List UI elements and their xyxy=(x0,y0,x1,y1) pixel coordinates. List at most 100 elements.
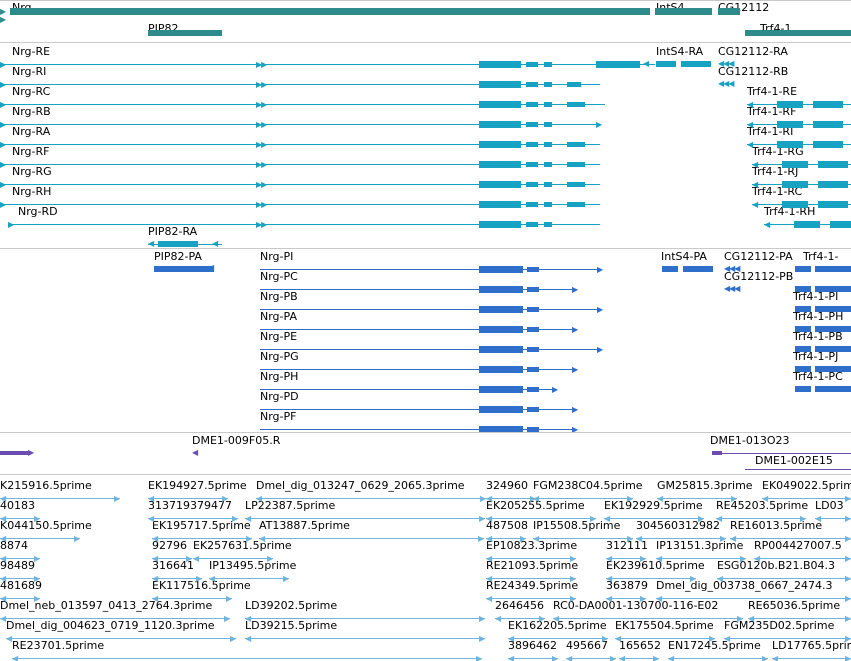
cds-label[interactable]: Nrg-PH xyxy=(260,370,299,383)
cds-label[interactable]: CG12112-PB xyxy=(724,270,794,283)
est-label[interactable]: Dmel_dig_004623_0719_1120.3prime xyxy=(6,619,215,632)
transcript-label[interactable]: Trf4-1-RJ xyxy=(752,165,799,178)
transcript-label[interactable]: Trf4-1-RF xyxy=(747,105,797,118)
est-label[interactable]: 8874 xyxy=(0,539,28,552)
est-label[interactable]: Dmel_neb_013597_0413_2764.3prime xyxy=(0,599,213,612)
est-label[interactable]: 313719379477 xyxy=(148,499,232,512)
est-label[interactable]: LD39215.5prime xyxy=(245,619,338,632)
transcript-label[interactable]: Nrg-RE xyxy=(12,45,51,58)
est-label[interactable]: 324960 xyxy=(486,479,528,492)
est-label[interactable]: LD39202.5prime xyxy=(245,599,338,612)
est-label[interactable]: 165652 xyxy=(619,639,661,652)
est-label[interactable]: 304560312982 xyxy=(636,519,720,532)
transcript-label[interactable]: Nrg-RH xyxy=(12,185,52,198)
cds-label[interactable]: Trf4-1- xyxy=(803,250,839,263)
est-label[interactable]: LP22387.5prime xyxy=(245,499,336,512)
cds-label[interactable]: IntS4-PA xyxy=(661,250,707,263)
transcript-label[interactable]: Nrg-RC xyxy=(12,85,51,98)
cds-label[interactable]: Nrg-PG xyxy=(260,350,299,363)
est-label[interactable]: LD03 xyxy=(815,499,844,512)
transcript-label[interactable]: Nrg-RD xyxy=(18,205,58,218)
est-label[interactable]: K044150.5prime xyxy=(0,519,92,532)
transcript-label[interactable]: Nrg-RF xyxy=(12,145,50,158)
est-label[interactable]: IP13495.5prime xyxy=(209,559,297,572)
est-label[interactable]: FGM235D02.5prime xyxy=(724,619,835,632)
est-label[interactable]: EK194927.5prime xyxy=(148,479,247,492)
est-label[interactable]: EN17245.5prime xyxy=(668,639,761,652)
est-label[interactable]: RE45203.5prime xyxy=(716,499,809,512)
est-label[interactable]: 487508 xyxy=(486,519,528,532)
est-label[interactable]: RE21093.5prime xyxy=(486,559,579,572)
est-label[interactable]: EK205255.5prime xyxy=(486,499,585,512)
est-label[interactable]: EK195717.5prime xyxy=(152,519,251,532)
est-line xyxy=(0,578,40,579)
est-label[interactable]: Dmel_dig_013247_0629_2065.3prime xyxy=(256,479,465,492)
est-label[interactable]: IP13151.3prime xyxy=(656,539,744,552)
cds-label[interactable]: Nrg-PA xyxy=(260,310,297,323)
est-label[interactable]: 98489 xyxy=(0,559,35,572)
est-label[interactable]: 92796 xyxy=(152,539,187,552)
transcript-label[interactable]: Trf4-1-RC xyxy=(752,185,803,198)
est-label[interactable]: RE23701.5prime xyxy=(12,639,105,652)
transcript-label[interactable]: Trf4-1-RG xyxy=(752,145,804,158)
transposon-label[interactable]: DME1-002E15 xyxy=(755,454,833,467)
est-label[interactable]: RE24349.5prime xyxy=(486,579,579,592)
exon-box xyxy=(777,141,803,148)
est-label[interactable]: 2646456 xyxy=(495,599,544,612)
transposon-label[interactable]: DME1-009F05.R xyxy=(192,434,281,447)
est-label[interactable]: FGM238C04.5prime xyxy=(533,479,643,492)
est-label[interactable]: LD17765.5prime xyxy=(772,639,851,652)
transcript-label[interactable]: Nrg-RB xyxy=(12,105,51,118)
est-label[interactable]: RE16013.5prime xyxy=(730,519,823,532)
est-label[interactable]: K215916.5prime xyxy=(0,479,92,492)
cds-label[interactable]: Trf4-1-PB xyxy=(793,330,843,343)
transcript-label[interactable]: Nrg-RI xyxy=(12,65,47,78)
transcript-label[interactable]: Trf4-1-RH xyxy=(764,205,816,218)
est-label[interactable]: 495667 xyxy=(566,639,608,652)
cds-label[interactable]: Nrg-PC xyxy=(260,270,298,283)
est-label[interactable]: EK049022.5prime xyxy=(762,479,851,492)
cds-label[interactable]: CG12112-PA xyxy=(724,250,793,263)
est-label[interactable]: EK257631.5prime xyxy=(193,539,292,552)
transcript-label[interactable]: Nrg-RA xyxy=(12,125,51,138)
est-label[interactable]: EK192929.5prime xyxy=(604,499,703,512)
transcript-label[interactable]: Trf4-1-RE xyxy=(747,85,798,98)
cds-label[interactable]: Nrg-PB xyxy=(260,290,298,303)
cds-label[interactable]: Nrg-PF xyxy=(260,410,297,423)
cds-label[interactable]: Trf4-1-PI xyxy=(793,290,839,303)
cds-label[interactable]: Trf4-1-PJ xyxy=(793,350,839,363)
est-label[interactable]: ESG0120b.B21.B04.3 xyxy=(717,559,836,572)
transposon-label[interactable]: DME1-013O23 xyxy=(710,434,790,447)
est-label[interactable]: 40183 xyxy=(0,499,35,512)
est-label[interactable]: IP15508.5prime xyxy=(533,519,621,532)
est-label[interactable]: EK175504.5prime xyxy=(615,619,714,632)
est-label[interactable]: 481689 xyxy=(0,579,42,592)
est-label[interactable]: EK117516.5prime xyxy=(152,579,251,592)
transcript-label[interactable]: IntS4-RA xyxy=(656,45,704,58)
est-label[interactable]: RP004427007.5 xyxy=(754,539,842,552)
est-label[interactable]: 316641 xyxy=(152,559,194,572)
cds-label[interactable]: Trf4-1-PH xyxy=(793,310,844,323)
est-label[interactable]: Dmel_dig_003738_0667_2474.3 xyxy=(656,579,833,592)
est-label[interactable]: RC0-DA0001-130700-116-E02 xyxy=(553,599,719,612)
est-label[interactable]: GM25815.3prime xyxy=(657,479,753,492)
est-label[interactable]: 363879 xyxy=(606,579,648,592)
est-label[interactable]: EK162205.5prime xyxy=(508,619,607,632)
cds-label[interactable]: Trf4-1-PC xyxy=(793,370,843,383)
est-label[interactable]: EP10823.3prime xyxy=(486,539,578,552)
transcript-label[interactable]: Nrg-RG xyxy=(12,165,52,178)
cds-label[interactable]: Nrg-PI xyxy=(260,250,294,263)
transcript-label[interactable]: CG12112-RA xyxy=(718,45,788,58)
est-label[interactable]: RE65036.5prime xyxy=(748,599,841,612)
transcript-label[interactable]: Trf4-1-RI xyxy=(747,125,794,138)
est-label[interactable]: EK239610.5prime xyxy=(606,559,705,572)
cds-label[interactable]: Nrg-PD xyxy=(260,390,299,403)
est-label[interactable]: 312111 xyxy=(606,539,648,552)
est-label[interactable]: AT13887.5prime xyxy=(259,519,350,532)
transcript-label[interactable]: CG12112-RB xyxy=(718,65,789,78)
cds-label[interactable]: PIP82-PA xyxy=(154,250,202,263)
cds-label[interactable]: Nrg-PE xyxy=(260,330,298,343)
est-label[interactable]: 3896462 xyxy=(508,639,557,652)
transcript-label[interactable]: PIP82-RA xyxy=(148,225,198,238)
